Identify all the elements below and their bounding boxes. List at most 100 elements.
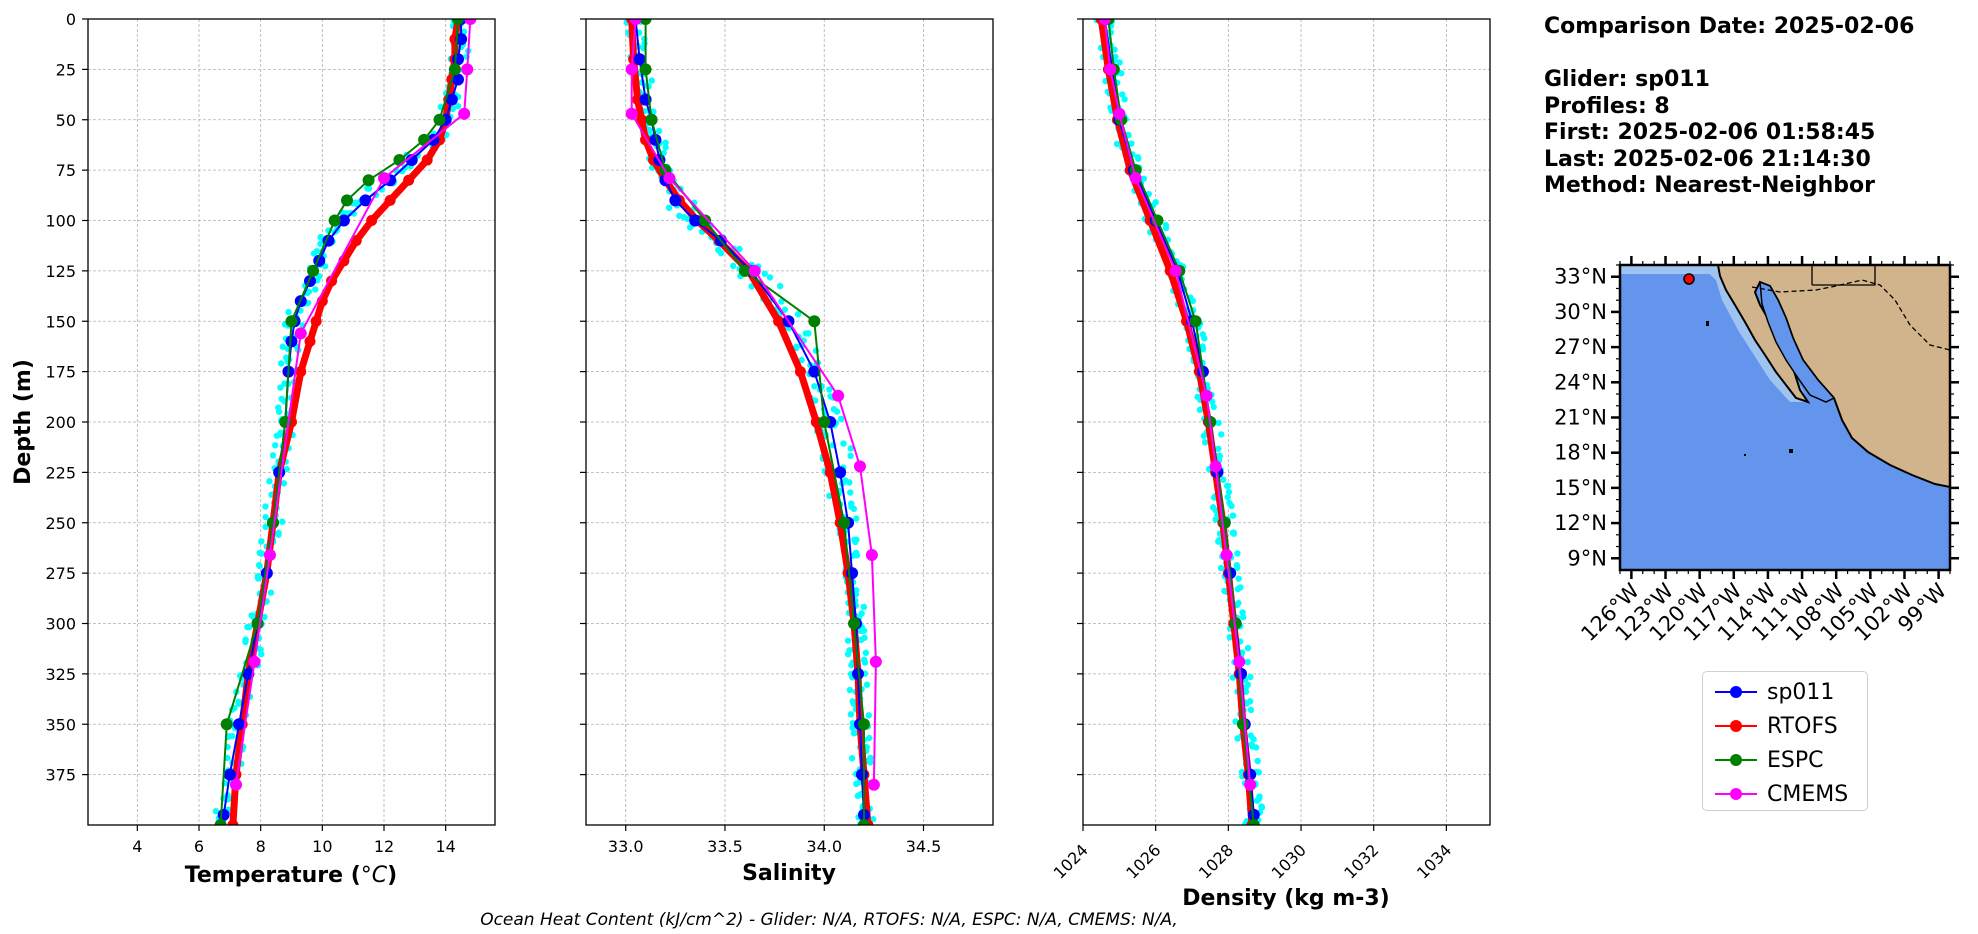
legend-item-sp011: sp011	[1713, 677, 1834, 707]
series-point-ESPC	[645, 113, 658, 126]
series-point-CMEMS	[1113, 107, 1126, 120]
series-point-ESPC	[418, 133, 431, 146]
raw-point	[1218, 431, 1225, 438]
series-point-ESPC	[848, 617, 861, 630]
series-point-CMEMS	[869, 655, 882, 668]
x-tick-label: 34.0	[806, 837, 842, 856]
series-point-CMEMS	[625, 107, 638, 120]
raw-point	[256, 562, 263, 570]
map-borders	[1751, 279, 1950, 351]
footer-caption: Ocean Heat Content (kJ/cm^2) - Glider: N…	[0, 910, 1978, 930]
raw-point	[646, 126, 653, 134]
raw-point	[1225, 488, 1233, 496]
series-point-RTOFS	[794, 366, 806, 378]
series-point-ESPC	[328, 214, 341, 227]
raw-point	[1215, 419, 1222, 427]
raw-point	[1134, 153, 1142, 161]
x-tick-label: 6	[194, 837, 204, 856]
map-glider-marker	[1683, 273, 1695, 285]
raw-point	[1223, 482, 1231, 490]
raw-point	[1201, 335, 1208, 342]
series-point-CMEMS	[853, 460, 866, 473]
raw-point	[312, 286, 319, 293]
raw-point	[857, 627, 865, 635]
raw-point	[778, 298, 785, 305]
raw-point	[848, 661, 855, 669]
raw-point	[1224, 493, 1231, 501]
raw-point	[840, 440, 847, 447]
salinity-panel: 33.0 33.5 34.0 34.5 Salinity	[580, 18, 994, 886]
raw-point	[280, 480, 288, 487]
x-tick-label: 1024	[1050, 840, 1092, 882]
x-tick-label: 1030	[1268, 840, 1310, 882]
raw-point	[285, 308, 292, 316]
y-tick-label: 200	[45, 413, 76, 432]
x-tick-label: 34.5	[906, 837, 942, 856]
lat-label: 12°N	[1554, 511, 1607, 535]
series-point-CMEMS	[1169, 264, 1182, 277]
series-point-CMEMS	[1129, 172, 1142, 185]
info-spacer	[1544, 41, 1914, 68]
raw-point	[852, 729, 859, 736]
y-tick-label: 125	[45, 262, 76, 281]
raw-point	[364, 185, 371, 192]
series-point-sp011	[855, 768, 868, 781]
raw-point	[1215, 538, 1222, 545]
raw-point	[1237, 584, 1244, 591]
series-point-CMEMS	[867, 778, 880, 791]
legend-swatch	[1713, 745, 1759, 775]
series-point-RTOFS	[421, 154, 433, 166]
raw-point	[272, 442, 279, 449]
raw-point	[275, 529, 282, 537]
legend: sp011 RTOFS ESPC CMEMS	[1702, 671, 1868, 811]
raw-point	[1140, 175, 1148, 182]
raw-point	[1230, 530, 1238, 537]
raw-point	[1118, 70, 1125, 77]
x-tick-label: 12	[374, 837, 394, 856]
series-point-sp011	[223, 768, 236, 781]
lat-label: 30°N	[1554, 300, 1607, 324]
raw-point	[848, 755, 856, 762]
lat-label: 15°N	[1554, 476, 1607, 500]
raw-point	[1244, 658, 1251, 666]
raw-point	[1113, 140, 1121, 148]
y-tick-label: 350	[45, 715, 76, 734]
x-tick-label: 8	[256, 837, 266, 856]
series-point-RTOFS	[227, 819, 239, 825]
x-tick-label: 4	[132, 837, 142, 856]
raw-point	[802, 330, 810, 337]
raw-point	[849, 724, 856, 732]
raw-point	[454, 103, 462, 110]
raw-point	[837, 415, 845, 423]
y-tick-label: 225	[45, 463, 76, 482]
raw-point	[866, 734, 873, 742]
series-point-sp011	[233, 718, 246, 731]
series-point-ESPC	[214, 819, 227, 825]
series-point-ESPC	[267, 516, 279, 529]
x-tick-label: 1032	[1340, 840, 1382, 882]
raw-point	[1210, 403, 1217, 411]
series-point-ESPC	[341, 194, 353, 207]
raw-point	[662, 144, 669, 151]
series-point-sp011	[834, 466, 847, 479]
series-point-ESPC	[285, 315, 298, 328]
temperature-xlabel: Temperature (°C)	[185, 863, 397, 888]
location-map: 33°N30°N27°N24°N21°N18°N15°N12°N9°N126°W…	[1554, 256, 1959, 646]
raw-point	[1217, 564, 1225, 572]
series-point-CMEMS	[1233, 655, 1246, 668]
series-point-sp011	[455, 33, 468, 46]
raw-point	[852, 538, 859, 546]
raw-point	[277, 384, 284, 391]
series-point-CMEMS	[1200, 389, 1213, 402]
raw-point	[258, 538, 265, 545]
lat-label: 21°N	[1554, 406, 1607, 430]
series-point-ESPC	[639, 19, 652, 25]
last-time: Last: 2025-02-06 21:14:30	[1544, 146, 1871, 172]
map-gulf	[1759, 280, 1836, 403]
map-land	[1716, 265, 1950, 489]
raw-point	[853, 515, 860, 522]
raw-point	[279, 518, 286, 525]
series-point-ESPC	[1218, 516, 1231, 529]
density-series	[1095, 19, 1260, 825]
